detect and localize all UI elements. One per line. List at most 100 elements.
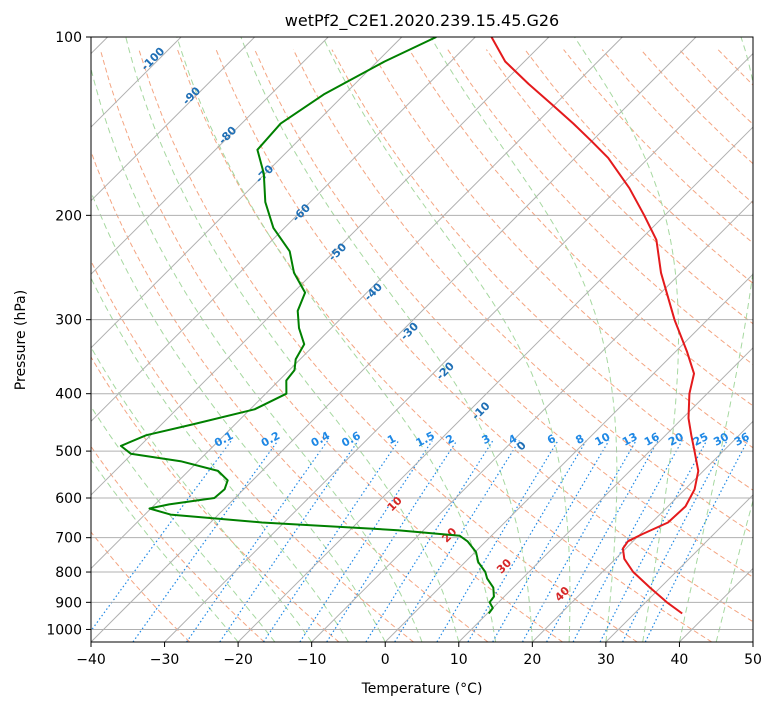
y-tick-label: 500: [55, 444, 82, 460]
dry-adiabat-line: [331, 49, 753, 491]
mixing-ratio-line: [467, 440, 587, 642]
dry-adiabat-line: [91, 445, 265, 642]
y-axis-label: Pressure (hPa): [13, 290, 29, 390]
mixing-ratio-line: [436, 440, 559, 642]
mixing-ratio-label: 0.2: [259, 429, 282, 450]
mixing-ratio-line: [492, 440, 610, 642]
dry-adiabat-line: [254, 49, 753, 578]
y-tick-label: 200: [55, 208, 82, 224]
dry-adiabat-line: [215, 49, 753, 623]
dry-adiabat-line: [177, 49, 713, 642]
wetbulb-label: -30: [398, 320, 421, 343]
background-lines: [91, 37, 775, 642]
dry-adiabat-line: [292, 49, 753, 534]
mixing-ratio-label: 0.1: [212, 429, 235, 450]
temperature-line: [490, 37, 700, 615]
isotherm-line: [237, 126, 753, 642]
dry-adiabat-line: [370, 49, 753, 449]
moist-adiabat-line: [322, 37, 571, 642]
dry-adiabat-label: 30: [494, 556, 514, 576]
mixing-ratio-line: [219, 440, 359, 642]
y-tick-label: 700: [55, 531, 82, 547]
isotherm-line: [679, 567, 753, 642]
mixing-ratio-line: [546, 440, 659, 642]
mixing-ratio-label: 25: [691, 430, 711, 449]
x-tick-label: 10: [450, 652, 468, 668]
wetbulb-label: -10: [469, 399, 492, 422]
dry-adiabat-line: [99, 49, 563, 642]
x-axis-label: Temperature (°C): [361, 681, 483, 697]
mixing-ratio-line: [186, 440, 329, 642]
dry-adiabat-line: [91, 259, 414, 642]
dry-adiabat-line: [757, 50, 775, 642]
mixing-ratio-line: [521, 440, 637, 642]
moist-adiabat-line: [91, 66, 423, 642]
y-tick-label: 800: [55, 565, 82, 581]
mixing-ratio-label: 10: [593, 430, 613, 449]
mixing-ratio-label: 1: [385, 432, 398, 447]
y-axis: 100 200 300 400 500 600 700 800 900 1000: [46, 30, 91, 638]
wetbulb-label: -50: [326, 240, 349, 263]
isotherm-line: [458, 347, 753, 642]
isotherm-line: [164, 52, 753, 642]
mixing-ratio-label: 0.4: [309, 429, 333, 450]
isotherm-line: [384, 273, 753, 642]
chart-title: wetPf2_C2E1.2020.239.15.45.G26: [285, 11, 559, 31]
wetbulb-label: -60: [290, 201, 313, 224]
moist-adiabat-line: [91, 405, 276, 642]
mixing-ratio-line: [326, 440, 458, 642]
mixing-ratio-label: 2: [444, 432, 457, 447]
dewpoint-line: [119, 37, 495, 615]
isotherm-line: [752, 641, 753, 642]
x-tick-label: 40: [671, 652, 689, 668]
isotherm-line: [311, 199, 753, 642]
y-tick-label: 100: [55, 30, 82, 46]
wetbulb-label: -80: [216, 124, 239, 147]
isotherm-line: [91, 37, 403, 349]
plot-frame: [90, 36, 754, 643]
moist-adiabat-line: [91, 458, 239, 642]
x-axis: −40 −30 −20 −10 0 10 20 30 40 50: [76, 642, 762, 668]
moist-adiabat-line: [91, 190, 386, 642]
mixing-ratio-line: [644, 440, 749, 642]
dry-adiabat-line: [447, 49, 753, 366]
isotherm-line: [91, 37, 550, 496]
x-tick-label: 30: [597, 652, 615, 668]
dry-adiabat-line: [601, 49, 753, 204]
x-tick-label: −30: [150, 652, 180, 668]
x-tick-label: −20: [223, 652, 253, 668]
mixing-ratio-line: [572, 440, 683, 642]
y-tick-label: 900: [55, 595, 82, 611]
wetbulb-label: -100: [139, 44, 168, 73]
y-tick-label: 300: [55, 313, 82, 329]
isotherm-line: [91, 37, 256, 202]
dry-adiabat-line: [524, 49, 753, 284]
mixing-ratio-line: [599, 440, 708, 642]
series-lines: [119, 37, 700, 615]
isotherm-line: [91, 37, 623, 570]
dry-adiabat-line: [717, 49, 753, 86]
x-tick-label: −40: [76, 652, 106, 668]
moist-adiabat-line: [678, 37, 753, 642]
mixing-ratio-label: 13: [620, 430, 640, 449]
y-tick-label: 600: [55, 491, 82, 507]
mixing-ratio-label: 20: [666, 430, 686, 449]
wetbulb-label: -40: [362, 280, 385, 303]
wetbulb-label: -20: [434, 359, 457, 382]
mixing-ratio-line: [365, 440, 494, 642]
isotherm-line: [91, 37, 329, 275]
y-tick-label: 1000: [46, 622, 82, 638]
moist-adiabat-line: [715, 498, 753, 642]
x-tick-label: −10: [297, 652, 327, 668]
dry-adiabat-line: [485, 49, 753, 325]
moist-adiabat-line: [176, 37, 497, 642]
mixing-ratio-line: [394, 440, 520, 642]
isotherm-line: [91, 37, 697, 642]
mixing-ratio-line: [91, 440, 232, 632]
wetbulb-label: -90: [180, 84, 203, 107]
dry-adiabat-line: [679, 49, 753, 125]
mixing-ratio-line: [299, 440, 433, 642]
mixing-ratio-label: 36: [732, 430, 752, 449]
y-tick-label: 400: [55, 387, 82, 403]
